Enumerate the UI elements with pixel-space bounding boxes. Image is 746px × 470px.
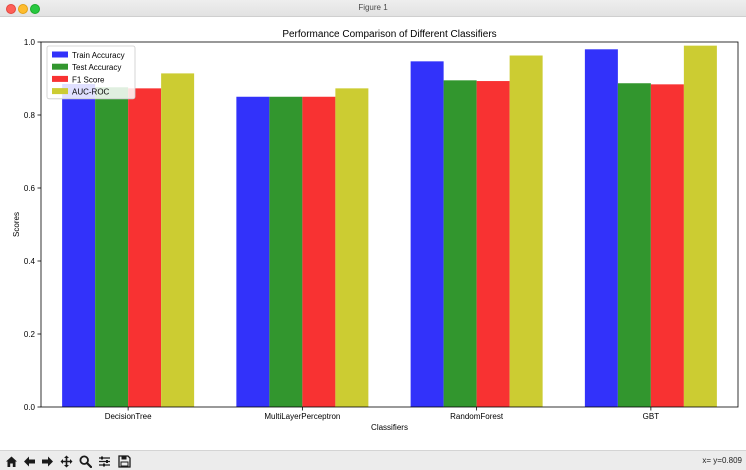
title-bar: Figure 1 bbox=[0, 0, 746, 17]
y-tick-label: 0.8 bbox=[24, 111, 36, 120]
save-icon[interactable] bbox=[116, 453, 132, 469]
legend-swatch bbox=[52, 75, 68, 82]
zoom-icon[interactable] bbox=[77, 453, 93, 469]
legend-swatch bbox=[52, 63, 68, 70]
bar-GBT-auc-roc bbox=[683, 45, 717, 408]
y-tick-label: 0.6 bbox=[24, 184, 36, 193]
bar-RandomForest-f1-score bbox=[476, 81, 510, 408]
window-title: Figure 1 bbox=[358, 3, 388, 12]
bar-MultiLayerPerceptron-f1-score bbox=[302, 96, 336, 407]
x-tick-label: RandomForest bbox=[450, 412, 504, 421]
bar-GBT-test-accuracy bbox=[617, 83, 651, 408]
back-arrow-icon[interactable] bbox=[21, 453, 37, 469]
navigation-toolbar: x= y=0.809 bbox=[0, 450, 746, 470]
close-window-button[interactable] bbox=[6, 4, 16, 14]
bar-DecisionTree-train-accuracy bbox=[62, 83, 96, 407]
home-icon[interactable] bbox=[3, 453, 19, 469]
chart-canvas: Performance Comparison of Different Clas… bbox=[12, 29, 739, 432]
maximize-window-button[interactable] bbox=[30, 4, 40, 14]
bar-GBT-f1-score bbox=[650, 84, 684, 407]
y-tick-label: 0.0 bbox=[24, 403, 36, 412]
bar-RandomForest-train-accuracy bbox=[410, 61, 444, 407]
legend-label: Test Accuracy bbox=[72, 63, 121, 72]
bar-DecisionTree-test-accuracy bbox=[95, 87, 129, 407]
y-tick-label: 0.4 bbox=[24, 257, 36, 266]
axes-frame bbox=[40, 41, 739, 408]
configure-subplots-icon[interactable] bbox=[96, 453, 112, 469]
legend-swatch bbox=[52, 88, 68, 95]
y-axis-label: Scores bbox=[12, 212, 21, 237]
x-axis-label: Classifiers bbox=[371, 423, 408, 432]
legend-label: AUC-ROC bbox=[72, 88, 110, 97]
bar-DecisionTree-auc-roc bbox=[161, 73, 195, 407]
coordinates-readout: x= y=0.809 bbox=[702, 456, 742, 465]
legend-label: Train Accuracy bbox=[72, 51, 125, 60]
bar-MultiLayerPerceptron-auc-roc bbox=[335, 88, 369, 407]
legend-box bbox=[46, 45, 136, 100]
x-tick-label: GBT bbox=[643, 412, 660, 421]
x-tick-label: DecisionTree bbox=[105, 412, 152, 421]
chart-title: Performance Comparison of Different Clas… bbox=[282, 29, 496, 40]
pan-icon[interactable] bbox=[58, 453, 74, 469]
minimize-window-button[interactable] bbox=[18, 4, 28, 14]
legend-swatch bbox=[52, 51, 68, 58]
y-tick-label: 1.0 bbox=[24, 38, 36, 47]
y-tick-label: 0.2 bbox=[24, 330, 36, 339]
bar-RandomForest-test-accuracy bbox=[443, 80, 477, 407]
x-tick-label: MultiLayerPerceptron bbox=[264, 412, 340, 421]
bar-DecisionTree-f1-score bbox=[128, 88, 162, 407]
bar-GBT-train-accuracy bbox=[584, 49, 618, 408]
legend-label: F1 Score bbox=[72, 75, 105, 84]
bar-RandomForest-auc-roc bbox=[509, 55, 543, 407]
forward-arrow-icon[interactable] bbox=[39, 453, 55, 469]
bar-MultiLayerPerceptron-train-accuracy bbox=[236, 96, 270, 407]
bar-MultiLayerPerceptron-test-accuracy bbox=[269, 96, 303, 407]
